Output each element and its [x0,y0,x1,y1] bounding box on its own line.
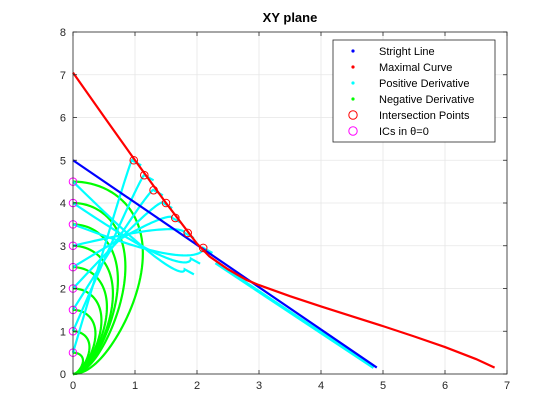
x-tick-label: 1 [132,380,138,392]
maximal-curve [72,71,496,369]
y-tick-label: 0 [60,369,66,381]
legend-marker [351,97,355,101]
legend-marker [348,110,358,120]
intersection-point [140,170,149,180]
chart-title: XY plane [263,10,318,25]
intersection-point [149,185,158,195]
legend-label: Positive Derivative [379,78,469,90]
x-tick-label: 2 [194,380,200,392]
ticks: 0 1 2 3 4 5 6 7 0 1 2 3 4 5 6 7 8 [60,27,510,392]
legend-label: Intersection Points [379,110,470,122]
positive-derivative-curve [71,158,142,353]
positive-derivative-curve [72,188,164,311]
y-tick-label: 7 [60,70,66,82]
negative-derivative-curve [72,201,127,376]
positive-derivative-curve [72,223,214,257]
legend-marker [348,126,358,136]
legend-label: Stright Line [379,46,435,58]
x-tick-label: 0 [70,380,76,392]
plot-area [68,71,496,376]
positive-derivative-curve [72,180,195,276]
x-tick-label: 5 [380,380,386,392]
intersection-point [171,213,180,223]
intersection-point [198,243,208,253]
legend-box [332,39,496,143]
y-tick-label: 2 [60,284,66,296]
positive-derivative-curve [71,173,155,332]
x-tick-label: 3 [256,380,262,392]
intersection-point [129,155,139,165]
y-tick-label: 6 [60,113,66,125]
legend-label: Maximal Curve [379,62,452,74]
positive-derivative-curve [72,215,183,269]
x-tick-label: 7 [504,380,510,392]
legend-marker [351,49,355,53]
y-tick-label: 3 [60,241,66,253]
legend-label: ICs in θ=0 [379,126,429,138]
legend-label: Negative Derivative [379,94,474,106]
positive-derivative-curve [72,201,173,290]
positive-derivative-curve [72,228,195,247]
positive-derivative-tail [214,261,375,369]
x-tick-label: 6 [442,380,448,392]
intersection-point [161,198,171,208]
y-tick-label: 1 [60,326,66,338]
straight-line [72,159,378,369]
positive-derivative-curve [72,202,201,265]
legend-marker [351,65,355,69]
negative-derivative-curve [72,180,144,376]
x-tick-label: 4 [318,380,324,392]
y-tick-label: 8 [60,27,66,39]
intersection-point [183,228,192,238]
y-tick-label: 4 [60,198,66,210]
y-tick-label: 5 [60,155,66,167]
legend-marker [351,81,355,85]
legend: Stright Line Maximal Curve Positive Deriva… [332,39,496,143]
